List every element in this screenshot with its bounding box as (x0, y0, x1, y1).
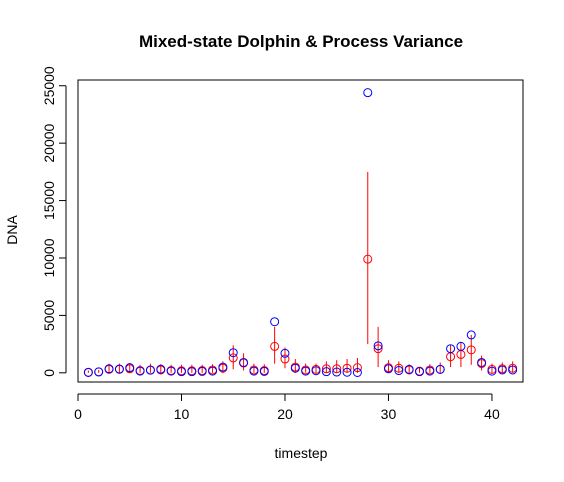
observed-point (187, 367, 197, 377)
observed-point (259, 366, 269, 376)
observed-point (363, 88, 373, 98)
observed-point (404, 364, 414, 374)
observed-point (156, 364, 166, 374)
y-tick-label: 10000 (41, 238, 57, 277)
x-tick-label: 20 (277, 406, 293, 422)
y-tick-label: 5000 (41, 300, 57, 331)
y-tick-label: 25000 (41, 66, 57, 105)
observed-point (373, 341, 383, 351)
interval-lines (87, 171, 514, 373)
x-axis: 0 10 20 30 40 (74, 393, 500, 422)
x-tick-label: 40 (484, 406, 500, 422)
observed-point (228, 348, 238, 358)
observed-point (83, 367, 93, 377)
observed-point (508, 365, 518, 375)
estimated-point (373, 344, 383, 354)
observed-point (166, 366, 176, 376)
estimated-point (332, 364, 342, 374)
y-tick-label: 15000 (41, 181, 57, 220)
observed-point (477, 357, 487, 367)
data-points (83, 88, 518, 377)
estimated-point (342, 363, 352, 373)
observed-point (135, 366, 145, 376)
estimated-point (280, 354, 290, 364)
observed-point (342, 367, 352, 377)
observed-point (218, 362, 228, 372)
estimated-point (228, 353, 238, 363)
estimated-point (270, 341, 280, 351)
observed-point (321, 367, 331, 377)
observed-point (456, 341, 466, 351)
observed-point (332, 367, 342, 377)
x-tick-label: 0 (74, 406, 82, 422)
estimated-point (352, 363, 362, 373)
estimated-point (363, 254, 373, 264)
observed-point (114, 364, 124, 374)
observed-point (125, 363, 135, 373)
observed-point (249, 366, 259, 376)
observed-point (104, 364, 114, 374)
y-tick-label: 0 (41, 369, 57, 377)
observed-point (208, 366, 218, 376)
estimated-point (321, 364, 331, 374)
x-tick-label: 10 (174, 406, 190, 422)
y-axis: 0 5000 10000 15000 20000 25000 (41, 66, 67, 377)
observed-point (311, 366, 321, 376)
observed-point (145, 365, 155, 375)
observed-point (280, 348, 290, 358)
observed-point (239, 357, 249, 367)
observed-point (352, 367, 362, 377)
observed-point (290, 363, 300, 373)
plot-frame (77, 79, 524, 383)
observed-point (487, 366, 497, 376)
observed-point (446, 344, 456, 354)
estimated-point (466, 345, 476, 355)
observed-point (301, 366, 311, 376)
observed-point (415, 367, 425, 377)
observed-point (425, 366, 435, 376)
observed-point (435, 364, 445, 374)
observed-point (394, 366, 404, 376)
observed-point (270, 317, 280, 327)
x-axis-label: timestep (275, 445, 328, 461)
estimated-point (394, 363, 404, 373)
chart-title: Mixed-state Dolphin & Process Variance (139, 32, 463, 51)
observed-point (94, 367, 104, 377)
observed-point (466, 330, 476, 340)
observed-point (176, 367, 186, 377)
observed-point (197, 366, 207, 376)
y-tick-label: 20000 (41, 123, 57, 162)
observed-point (383, 364, 393, 374)
x-tick-label: 30 (381, 406, 397, 422)
y-axis-label: DNA (4, 215, 20, 245)
observed-point (497, 365, 507, 375)
